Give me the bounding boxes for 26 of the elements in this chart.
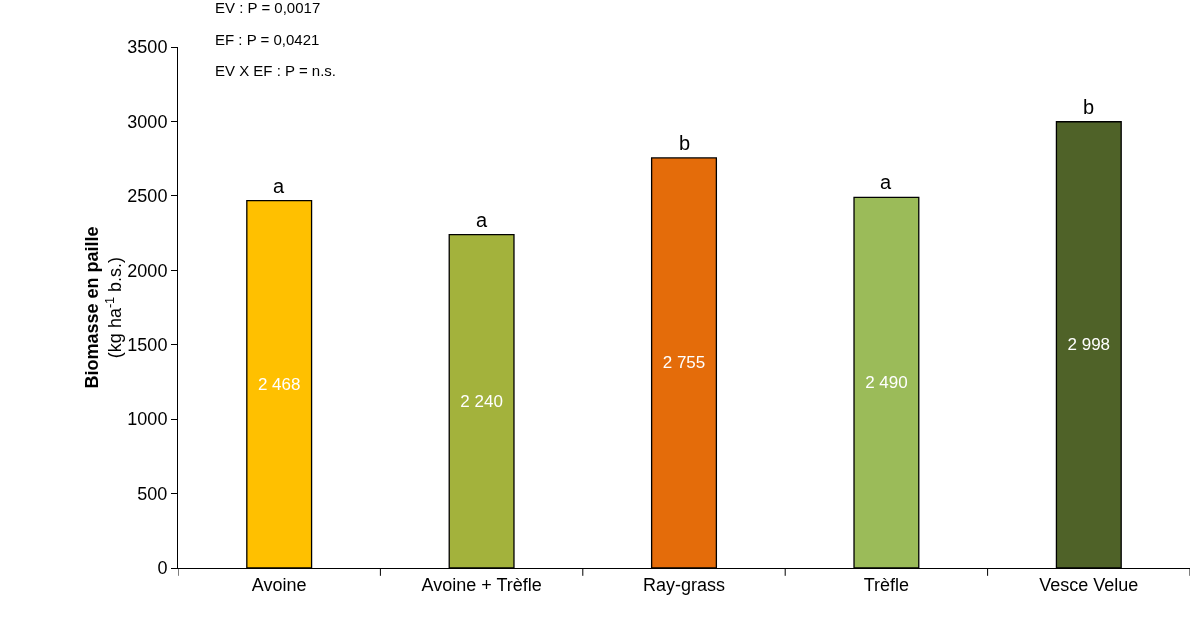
annotation: a [273,175,285,197]
y-tick-label: 3000 [127,111,168,132]
x-tick-label: Vesce Velue [1039,574,1139,595]
annotation: EF : P = 0,0421 [215,31,320,48]
annotation: b [679,132,691,154]
y-tick-label: 2500 [127,186,168,207]
data-label: 2 998 [1067,335,1111,355]
data-label: 2 755 [662,353,706,373]
y-tick-label: 500 [137,483,168,504]
y-tick-label: 1000 [127,409,168,430]
annotation: EV X EF : P = n.s. [215,62,337,79]
annotation: a [476,209,488,231]
annotation: b [1083,96,1095,118]
data-label: 2 490 [865,373,908,393]
x-tick-label: Trèfle [863,574,910,595]
x-tick-label: Avoine [251,574,307,595]
text: EV : P = 0,0017 [215,0,321,16]
y-tick-label: 3500 [127,37,168,58]
y-tick-label: 2000 [127,260,168,281]
x-tick-label: Ray-grass [642,574,726,595]
y-tick-label: 1500 [127,335,168,356]
data-label: 2 240 [460,391,503,411]
y-tick-label: 0 [157,558,168,579]
data-label: 2 468 [257,374,301,394]
x-tick-label: Avoine + Trèfle [421,574,542,595]
annotation: a [880,171,892,193]
